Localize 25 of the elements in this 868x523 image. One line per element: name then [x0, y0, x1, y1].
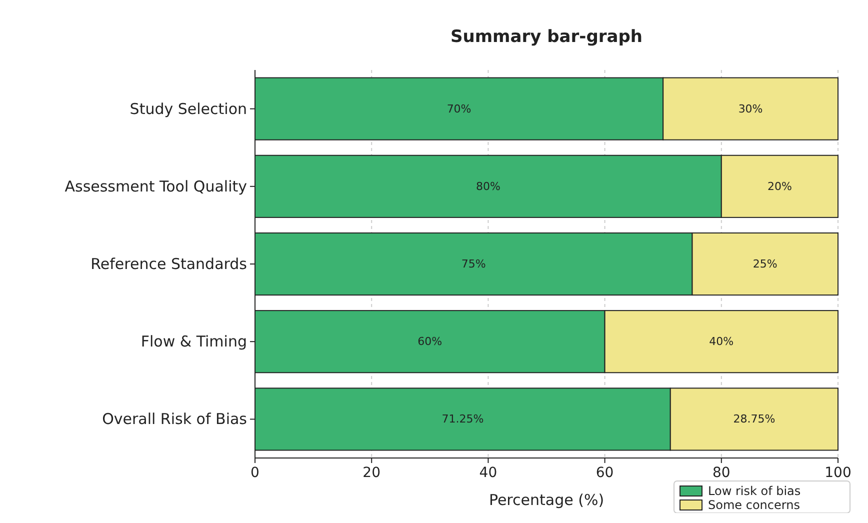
- data-label: 70%: [446, 102, 472, 116]
- data-label: 20%: [767, 180, 792, 193]
- y-tick-label: Overall Risk of Bias: [102, 410, 248, 428]
- y-tick-label: Study Selection: [130, 100, 247, 118]
- x-axis-title: Percentage (%): [488, 491, 604, 509]
- data-label: 75%: [461, 258, 486, 270]
- x-tick-label: 0: [250, 465, 260, 481]
- x-tick-label: 40: [479, 465, 498, 481]
- legend-label: Some concerns: [708, 498, 800, 512]
- data-label: 30%: [738, 102, 763, 116]
- data-label: 60%: [418, 335, 442, 348]
- y-tick-label: Flow & Timing: [140, 332, 247, 351]
- y-tick-label: Assessment Tool Quality: [64, 177, 248, 196]
- chart-title: Summary bar-graph: [450, 27, 643, 47]
- data-label: 71.25%: [442, 412, 484, 426]
- x-tick-label: 80: [712, 465, 730, 481]
- legend-label: Low risk of bias: [708, 484, 801, 498]
- x-tick-label: 60: [596, 465, 614, 481]
- data-label: 25%: [752, 258, 778, 270]
- data-label: 80%: [476, 180, 500, 193]
- y-tick-label: Reference Standards: [90, 255, 248, 273]
- x-tick-label: 100: [824, 465, 852, 481]
- x-tick-label: 20: [362, 465, 381, 481]
- data-label: 28.75%: [733, 412, 776, 426]
- data-label: 40%: [709, 335, 734, 348]
